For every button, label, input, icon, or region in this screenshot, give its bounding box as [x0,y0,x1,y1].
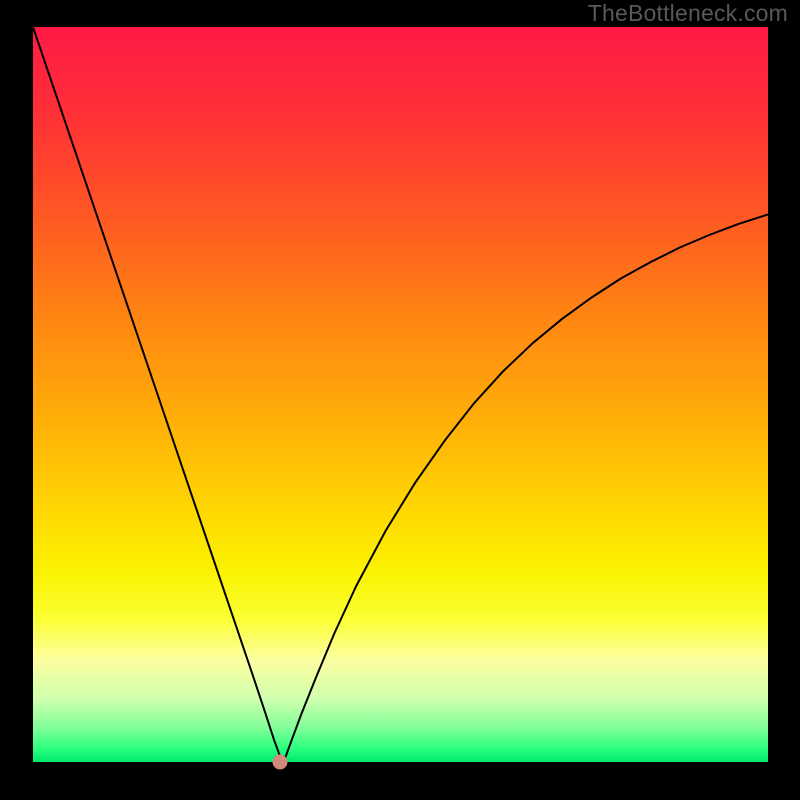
bottleneck-curve-path [33,27,768,762]
watermark-text: TheBottleneck.com [588,0,788,27]
chart-container: TheBottleneck.com [0,0,800,800]
minimum-marker [272,755,287,770]
plot-area [33,27,768,762]
bottleneck-curve-svg [33,27,768,762]
